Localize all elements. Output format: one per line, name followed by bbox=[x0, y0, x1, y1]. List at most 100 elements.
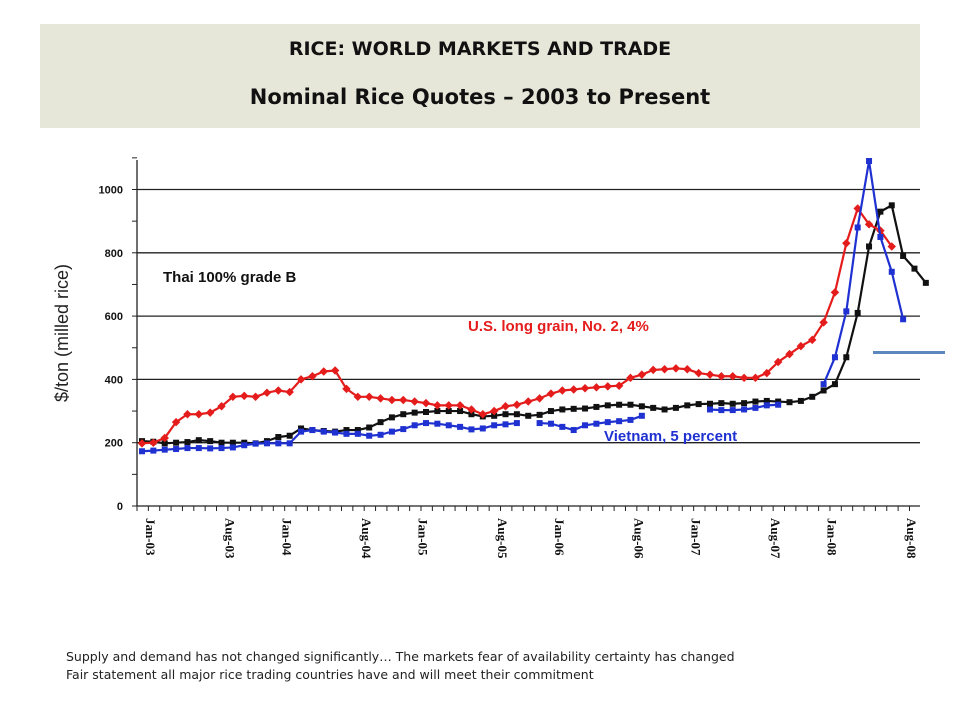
data-point-thai bbox=[161, 440, 168, 447]
data-point-vietnam bbox=[718, 407, 725, 414]
data-point-vietnam bbox=[843, 308, 850, 315]
data-point-us bbox=[796, 341, 806, 351]
data-point-thai bbox=[820, 387, 827, 394]
data-point-vietnam bbox=[377, 431, 384, 438]
data-point-thai bbox=[888, 202, 895, 209]
data-point-thai bbox=[593, 403, 600, 410]
data-point-thai bbox=[866, 243, 873, 250]
data-point-us bbox=[626, 373, 635, 383]
data-point-thai bbox=[775, 398, 782, 405]
data-point-thai bbox=[672, 404, 679, 411]
data-point-thai bbox=[729, 400, 736, 407]
x-tick-label: Aug-03 bbox=[223, 518, 238, 559]
data-point-vietnam bbox=[298, 428, 305, 435]
data-point-us bbox=[444, 401, 453, 410]
series-line-vietnam bbox=[141, 421, 518, 453]
data-point-vietnam bbox=[877, 233, 884, 240]
data-point-vietnam bbox=[423, 420, 429, 427]
data-point-us bbox=[603, 382, 613, 391]
label-vietnam: Vietnam, 5 percent bbox=[604, 428, 737, 445]
data-point-thai bbox=[195, 437, 202, 444]
data-point-thai bbox=[582, 405, 589, 412]
data-point-thai bbox=[525, 412, 532, 419]
data-point-us bbox=[399, 395, 408, 405]
data-point-thai bbox=[797, 397, 804, 404]
data-point-thai bbox=[388, 414, 395, 421]
series-line-vietnam bbox=[822, 160, 905, 385]
data-point-thai bbox=[434, 408, 441, 415]
data-point-vietnam bbox=[195, 445, 202, 452]
y-tick-label: 600 bbox=[105, 311, 123, 323]
data-point-us bbox=[842, 239, 851, 248]
label-us: U.S. long grain, No. 2, 4% bbox=[468, 318, 649, 335]
x-tick-label: Jan-07 bbox=[688, 518, 703, 556]
data-point-us bbox=[739, 373, 749, 383]
data-point-vietnam bbox=[366, 432, 373, 439]
data-point-us bbox=[819, 318, 828, 327]
data-point-us bbox=[171, 417, 181, 427]
data-point-thai bbox=[547, 408, 554, 415]
data-point-thai bbox=[229, 439, 236, 446]
data-point-us bbox=[421, 398, 431, 408]
data-point-us bbox=[773, 357, 783, 367]
data-point-vietnam bbox=[161, 446, 168, 453]
x-tick-label: Jan-08 bbox=[825, 518, 840, 556]
data-point-thai bbox=[695, 401, 702, 408]
data-point-thai bbox=[559, 406, 566, 413]
data-point-us bbox=[410, 397, 419, 406]
data-point-thai bbox=[366, 424, 373, 431]
data-point-thai bbox=[752, 398, 759, 405]
data-point-thai bbox=[343, 427, 350, 434]
data-point-thai bbox=[877, 208, 884, 215]
data-point-thai bbox=[400, 411, 407, 418]
data-point-us bbox=[580, 384, 590, 393]
data-point-vietnam bbox=[150, 447, 157, 454]
data-point-thai bbox=[922, 279, 929, 286]
data-point-thai bbox=[718, 400, 725, 407]
series-line-thai bbox=[141, 203, 927, 445]
data-point-us bbox=[308, 371, 317, 381]
data-point-us bbox=[523, 397, 533, 406]
data-point-thai bbox=[741, 400, 748, 407]
data-point-thai bbox=[491, 412, 498, 419]
data-point-thai bbox=[207, 438, 214, 445]
data-point-vietnam bbox=[275, 440, 282, 447]
data-point-vietnam bbox=[479, 425, 486, 432]
rice-price-chart: 0 200 400 600 800 1000 Jan-03 Aug-03 Jan-04 Aug-0… bbox=[52, 157, 929, 559]
x-tick-label: Jan-03 bbox=[143, 518, 158, 556]
data-point-thai bbox=[445, 408, 452, 415]
data-point-vietnam bbox=[354, 430, 361, 437]
data-point-vietnam bbox=[820, 381, 827, 388]
data-point-us bbox=[501, 402, 510, 411]
data-point-us bbox=[660, 365, 669, 374]
data-point-vietnam bbox=[854, 224, 861, 231]
data-point-thai bbox=[457, 408, 464, 415]
data-point-vietnam bbox=[457, 423, 464, 430]
data-point-thai bbox=[298, 425, 305, 432]
data-point-us bbox=[694, 368, 703, 378]
data-point-thai bbox=[911, 265, 918, 272]
data-point-us bbox=[364, 392, 374, 402]
footer-notes: Supply and demand has not changed signif… bbox=[66, 648, 735, 684]
data-point-us bbox=[194, 409, 204, 419]
data-point-us bbox=[149, 438, 158, 447]
slide-title: RICE: WORLD MARKETS AND TRADE bbox=[288, 38, 672, 60]
data-point-us bbox=[376, 394, 385, 403]
data-point-us bbox=[387, 395, 397, 405]
data-point-vietnam bbox=[513, 420, 520, 427]
data-point-thai bbox=[570, 405, 577, 412]
data-point-us bbox=[239, 391, 249, 401]
data-point-us bbox=[217, 402, 226, 411]
data-point-thai bbox=[173, 439, 180, 446]
data-point-us bbox=[592, 383, 601, 392]
data-point-us bbox=[705, 370, 715, 379]
data-point-us bbox=[433, 401, 442, 410]
data-point-thai bbox=[763, 397, 770, 404]
data-point-us bbox=[296, 375, 306, 384]
data-point-vietnam bbox=[888, 268, 895, 275]
x-tick-label: Aug-08 bbox=[904, 518, 919, 559]
data-point-vietnam bbox=[320, 428, 327, 435]
data-point-thai bbox=[786, 399, 793, 406]
y-tick-label: 1000 bbox=[99, 185, 123, 197]
data-point-thai bbox=[423, 408, 429, 415]
